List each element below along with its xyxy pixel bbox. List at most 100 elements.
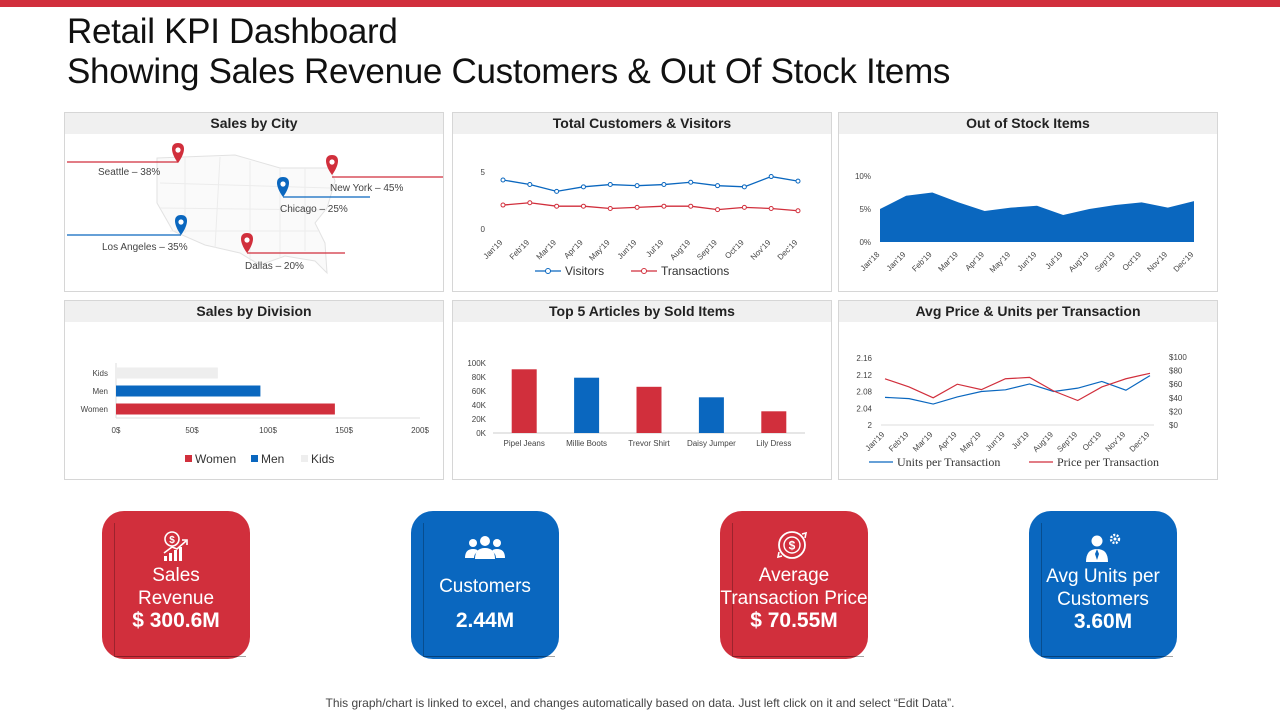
data-point [580, 184, 586, 190]
data-point [768, 205, 774, 211]
x-tick-label: Jan'19 [885, 250, 908, 273]
legend-swatch [251, 455, 258, 462]
location-pin-dot [280, 181, 286, 187]
kpi-value: 2.44M [455, 609, 515, 632]
x-tick-label: Mar'19 [936, 250, 960, 274]
y-right-tick-label: $0 [1169, 421, 1178, 430]
city-label: New York – 45% [330, 183, 403, 194]
x-tick-label: Apr'19 [562, 238, 585, 261]
sales-by-city-panel[interactable]: Sales by City Seattle – 38% New York – 45… [64, 112, 444, 292]
kpi-card-avg-units[interactable]: Avg Units per Customers 3.60M [1029, 511, 1177, 659]
kpi-card-customers[interactable]: Customers 2.44M [411, 511, 559, 659]
x-tick-label: Jun'19 [1016, 250, 1039, 273]
y-left-tick-label: 2.16 [856, 354, 872, 363]
data-point [527, 200, 533, 206]
y-tick-label: 5% [859, 205, 871, 214]
city-label: Los Angeles – 35% [102, 242, 188, 253]
kpi-value: $ 300.6M [132, 609, 220, 632]
x-tick-label: Feb'19 [887, 430, 911, 454]
y-tick-label: 0K [476, 429, 486, 438]
legend-label: Women [195, 452, 236, 466]
x-tick-label: Nov'19 [1104, 430, 1128, 454]
data-point [661, 182, 667, 188]
x-category-label: Millie Boots [566, 439, 607, 448]
location-pin-icon [241, 233, 253, 253]
avg-price-units-panel[interactable]: Avg Price & Units per Transaction 2.16 2.… [838, 300, 1218, 480]
x-tick-label: May'19 [958, 430, 983, 455]
y-category-label: Kids [92, 369, 108, 378]
data-point [554, 203, 560, 209]
data-point [634, 204, 640, 210]
legend-swatch [301, 455, 308, 462]
out-of-stock-panel[interactable]: Out of Stock Items 10% 5% 0% Jan'18 Jan'19 Fe… [838, 112, 1218, 292]
y-right-tick-label: $20 [1169, 407, 1183, 416]
x-tick-label: 50$ [185, 426, 199, 435]
data-point [661, 203, 667, 209]
kpi-label-line2: Transaction Price [720, 588, 868, 609]
us-map-state-border [214, 156, 221, 249]
location-pin-dot [175, 147, 181, 153]
x-category-label: Lily Dress [756, 439, 791, 448]
city-label: Seattle – 38% [98, 167, 160, 178]
legend-marker [641, 268, 647, 274]
x-tick-label: Mar'19 [535, 238, 559, 262]
y-left-tick-label: 2.08 [856, 388, 872, 397]
title-line-1: Retail KPI Dashboard [67, 12, 398, 51]
x-tick-label: Feb'19 [508, 238, 532, 262]
x-tick-label: Jan'19 [864, 430, 887, 453]
us-map-chart: Seattle – 38% New York – 45% Chicago – 25%… [67, 143, 443, 275]
x-tick-label: Jan'19 [482, 238, 505, 261]
avg-price-units-title: Avg Price & Units per Transaction [839, 301, 1217, 322]
sales-by-division-panel[interactable]: Sales by Division Kids Men Women 0$ 50$ 100$ 1… [64, 300, 444, 480]
data-point [795, 208, 801, 214]
data-point [715, 207, 721, 213]
x-tick-label: Aug'19 [1031, 430, 1055, 454]
data-point [607, 182, 613, 188]
us-map-state-border [159, 182, 331, 189]
customers-visitors-panel[interactable]: Total Customers & Visitors 5 0 Jan'19 Feb'1… [452, 112, 832, 292]
people-icon [465, 536, 505, 559]
kpi-label-line1: Sales [152, 565, 200, 586]
x-tick-label: Oct'19 [1081, 430, 1104, 453]
location-pin-icon [175, 215, 187, 235]
y-tick-label: 100K [467, 359, 486, 368]
footnote: This graph/chart is linked to excel, and… [325, 696, 955, 710]
top5-articles-title: Top 5 Articles by Sold Items [453, 301, 831, 322]
out-of-stock-chart: 10% 5% 0% Jan'18 Jan'19 Feb'19 Mar'19 Apr'19 May… [855, 172, 1196, 274]
x-tick-label: Aug'19 [668, 238, 692, 262]
kpi-card-avg-transaction-price[interactable]: $ Average Transaction Price $ 70.55M [720, 511, 868, 659]
legend-swatch [185, 455, 192, 462]
kpi-card-sales-revenue[interactable]: $ Sales Revenue $ 300.6M [102, 511, 250, 659]
x-tick-label: Dec'19 [776, 238, 800, 262]
data-point [607, 205, 613, 211]
svg-text:$: $ [169, 535, 175, 546]
series-line-visitors [502, 175, 799, 193]
x-tick-label: 0$ [112, 426, 121, 435]
legend-label: Units per Transaction [897, 455, 1000, 469]
y-tick-label: 5 [481, 168, 486, 177]
bar-kids [116, 367, 218, 379]
data-point [688, 203, 694, 209]
bar-trevor-shirt [636, 386, 662, 433]
x-tick-label: May'19 [587, 238, 612, 263]
x-tick-label: Apr'19 [936, 430, 959, 453]
legend-label: Price per Transaction [1057, 455, 1159, 469]
series-line-price [884, 372, 1151, 402]
data-point [741, 204, 747, 210]
kpi-label-line1: Average [758, 565, 830, 586]
data-point [554, 188, 560, 194]
sales-by-division-title: Sales by Division [65, 301, 443, 322]
y-category-label: Men [92, 387, 108, 396]
x-tick-label: Nov'19 [749, 238, 773, 262]
x-tick-label: 100$ [259, 426, 277, 435]
top5-articles-panel[interactable]: Top 5 Articles by Sold Items 100K 80K 60K 4… [452, 300, 832, 480]
data-point [688, 179, 694, 185]
y-right-tick-label: $40 [1169, 394, 1183, 403]
x-tick-label: Jan'18 [859, 250, 882, 273]
y-left-tick-label: 2.04 [856, 404, 872, 413]
location-pin-icon [277, 177, 289, 197]
data-point [527, 182, 533, 188]
us-map-state-border [159, 207, 328, 211]
dollar-cycle-icon: $ [776, 531, 808, 559]
legend-label: Visitors [565, 264, 604, 278]
